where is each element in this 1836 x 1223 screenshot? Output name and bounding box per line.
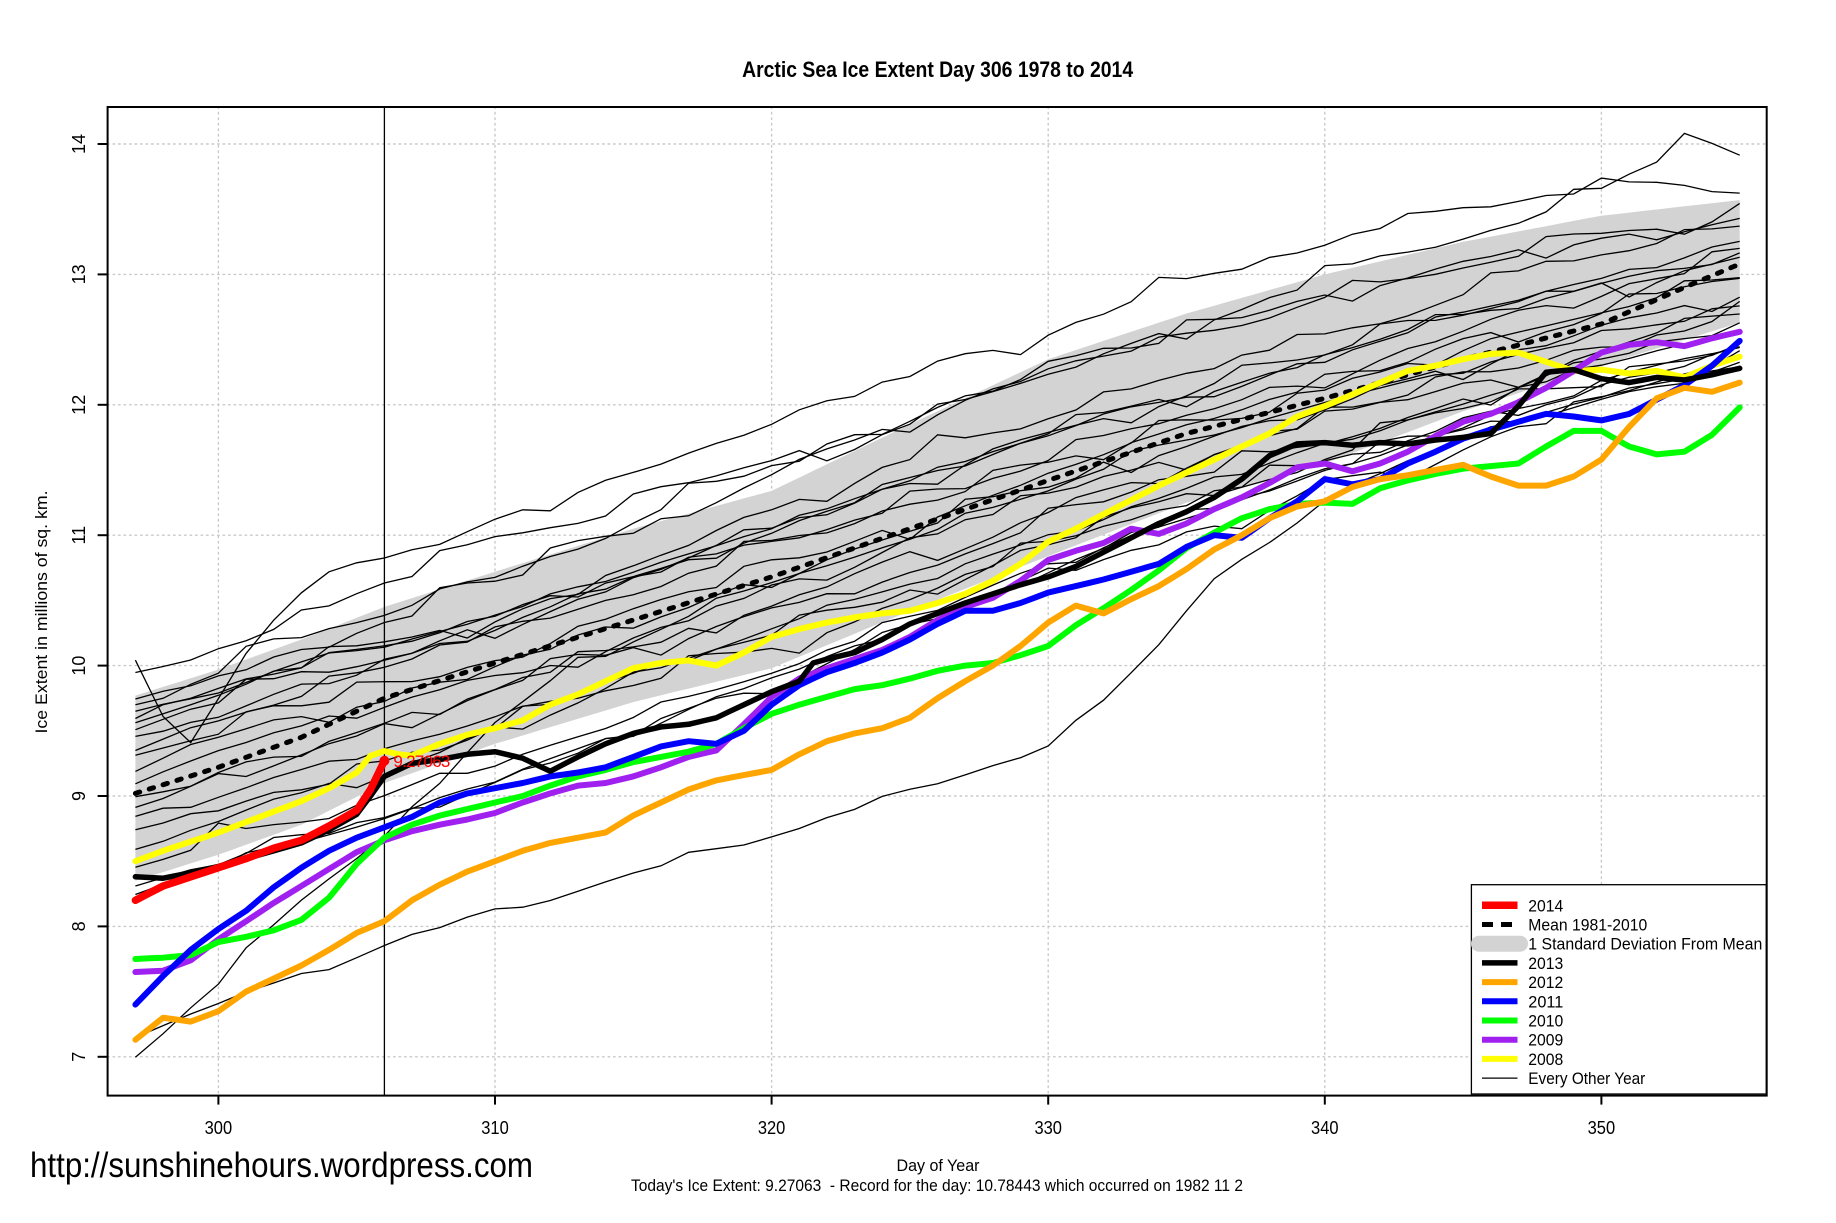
svg-text:2010: 2010 <box>1528 1012 1563 1031</box>
svg-text:Today's Ice Extent: 9.27063 -: Today's Ice Extent: 9.27063 - Record for… <box>631 1176 1243 1195</box>
svg-text:Ice Extent in millions of sq.: Ice Extent in millions of sq. km. <box>32 491 51 734</box>
svg-text:7: 7 <box>69 1052 89 1062</box>
svg-text:8: 8 <box>69 921 89 931</box>
svg-text:Every Other Year: Every Other Year <box>1528 1069 1645 1088</box>
svg-text:11: 11 <box>69 526 89 545</box>
svg-text:Day of Year: Day of Year <box>897 1156 980 1175</box>
svg-text:1 Standard Deviation From Mean: 1 Standard Deviation From Mean <box>1528 935 1762 954</box>
svg-text:2013: 2013 <box>1528 954 1563 973</box>
svg-text:310: 310 <box>481 1118 509 1138</box>
svg-text:9.27063: 9.27063 <box>393 752 450 771</box>
svg-text:2009: 2009 <box>1528 1031 1563 1050</box>
svg-text:340: 340 <box>1311 1118 1339 1138</box>
svg-text:Arctic Sea Ice Extent Day 306: Arctic Sea Ice Extent Day 306 1978 to 20… <box>742 57 1134 82</box>
svg-text:2012: 2012 <box>1528 973 1563 992</box>
svg-text:2014: 2014 <box>1528 896 1563 915</box>
svg-text:2008: 2008 <box>1528 1050 1563 1069</box>
svg-text:9: 9 <box>69 791 89 801</box>
svg-text:12: 12 <box>69 395 89 415</box>
svg-text:320: 320 <box>758 1118 786 1138</box>
svg-text:Mean 1981-2010: Mean 1981-2010 <box>1528 916 1647 935</box>
svg-text:330: 330 <box>1034 1118 1062 1138</box>
svg-text:2011: 2011 <box>1528 992 1563 1011</box>
svg-text:10: 10 <box>69 656 89 676</box>
svg-text:http://sunshinehours.wordpress: http://sunshinehours.wordpress.com <box>30 1146 533 1185</box>
svg-text:14: 14 <box>69 134 89 154</box>
svg-text:13: 13 <box>69 264 89 284</box>
svg-text:350: 350 <box>1588 1118 1616 1138</box>
svg-text:300: 300 <box>205 1118 233 1138</box>
